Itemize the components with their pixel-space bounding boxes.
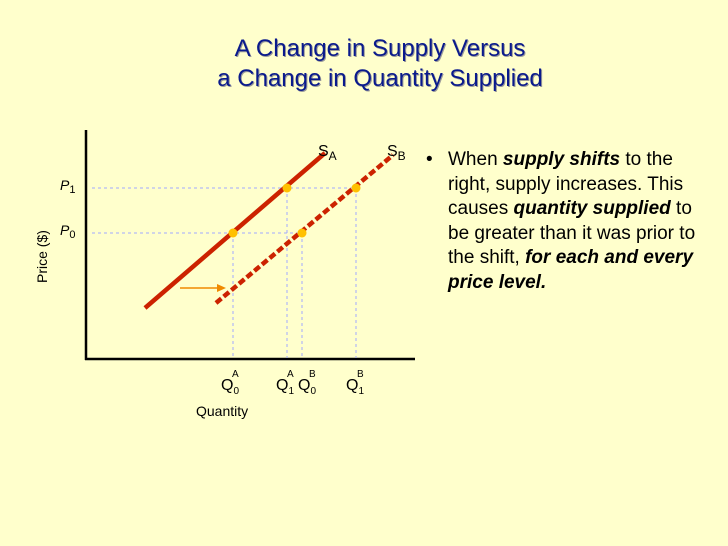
point-a-p0	[228, 228, 238, 238]
curve-label-sb: SB	[387, 143, 406, 163]
slide-title: A Change in Supply Versus a Change in Qu…	[120, 34, 640, 94]
bullet-item: • When supply shifts to the right, suppl…	[426, 148, 698, 295]
y-axis-label: Price ($)	[34, 230, 50, 283]
q0b-label: Q0B	[298, 369, 316, 397]
bullet-text-1: When	[448, 149, 503, 170]
bullet-emphasis-3: for each and every price level.	[448, 247, 694, 293]
bullet-text-2: to the right, supply increases. This cau…	[448, 149, 684, 219]
price-label-p1: P1	[60, 177, 75, 196]
q1a-label: Q1A	[276, 369, 294, 397]
curve-label-sa: SA	[318, 143, 337, 163]
x-axis-label: Quantity	[196, 403, 248, 419]
bullet-text-3: to be greater than it was prior to the s…	[448, 198, 696, 268]
bullet-emphasis-1: supply shifts	[502, 149, 621, 170]
point-a-p1	[282, 183, 292, 193]
bullet-list: • When supply shifts to the right, suppl…	[426, 148, 698, 295]
bullet-emphasis-2: quantity supplied	[513, 198, 671, 219]
shift-arrow-head	[217, 284, 226, 292]
point-b-p0	[297, 228, 307, 238]
bullet-dot: •	[426, 149, 433, 170]
q0a-label: Q0A	[221, 369, 239, 397]
price-label-p0: P0	[60, 222, 75, 241]
point-b-p1	[351, 183, 361, 193]
title-line-2: a Change in Quantity Supplied	[217, 65, 543, 92]
supply-curve-b	[214, 153, 395, 305]
title-line-1: A Change in Supply Versus	[234, 35, 526, 62]
bullet-text: When supply shifts to the right, supply …	[428, 148, 698, 295]
q1b-label: Q1B	[346, 369, 364, 397]
